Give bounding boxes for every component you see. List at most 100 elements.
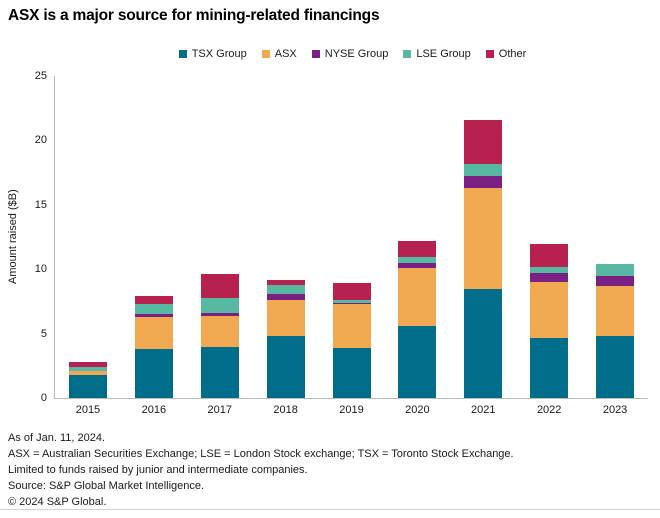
legend-item-asx: ASX	[261, 48, 297, 60]
stacked-bar-2015	[68, 361, 107, 398]
bar-segment-2023-nyse-group	[596, 275, 635, 287]
legend-item-lse-group: LSE Group	[403, 48, 471, 60]
bar-slot	[384, 76, 450, 398]
bar-slot	[253, 76, 319, 398]
bar-segment-2015-lse-group	[68, 367, 107, 371]
y-axis-line	[54, 76, 55, 399]
footnote-abbreviations: ASX = Australian Securities Exchange; LS…	[8, 448, 514, 460]
x-tick-label-2019: 2019	[339, 404, 364, 416]
bar-segment-2017-other	[200, 274, 239, 298]
stacked-bar-2023	[596, 264, 635, 398]
bar-slot	[55, 76, 121, 398]
bar-segment-2020-other	[398, 241, 437, 257]
stacked-bar-2016	[134, 296, 173, 398]
y-axis-ticks: 0 5 10 15 20 25	[0, 70, 47, 404]
bar-segment-2023-asx	[596, 286, 635, 337]
bar-slot	[121, 76, 187, 398]
x-tick-label-2018: 2018	[273, 404, 298, 416]
bar-segment-2020-tsx-group	[398, 325, 437, 398]
bar-segment-2015-tsx-group	[68, 374, 107, 398]
bar-segment-2020-asx	[398, 267, 437, 326]
bar-segment-2022-lse-group	[530, 266, 569, 274]
bar-segment-2019-lse-group	[332, 300, 371, 303]
stacked-bar-2018	[266, 279, 305, 398]
legend-swatch-icon	[485, 50, 494, 58]
bar-slot	[319, 76, 385, 398]
bar-segment-2017-nyse-group	[200, 313, 239, 316]
bar-slot	[187, 76, 253, 398]
bar-slot	[450, 76, 516, 398]
bar-segment-2016-asx	[134, 316, 173, 350]
y-tick-label: 15	[34, 198, 47, 211]
chart-title: ASX is a major source for mining-related…	[8, 7, 380, 24]
legend-swatch-icon	[403, 50, 412, 58]
legend-swatch-icon	[178, 50, 187, 58]
bar-segment-2020-nyse-group	[398, 262, 437, 268]
bar-segment-2022-nyse-group	[530, 273, 569, 283]
bar-segment-2021-lse-group	[464, 163, 503, 177]
y-tick-label: 20	[34, 134, 47, 147]
legend-swatch-icon	[261, 50, 270, 58]
bar-segment-2022-asx	[530, 282, 569, 338]
footnote-as-of-date: As of Jan. 11, 2024.	[8, 432, 106, 444]
bar-segment-2017-asx	[200, 315, 239, 347]
x-tick-label-2022: 2022	[536, 404, 562, 416]
y-tick-label: 25	[34, 70, 47, 82]
y-tick-label: 10	[34, 263, 47, 276]
bar-segment-2021-nyse-group	[464, 176, 503, 188]
bar-segment-2019-tsx-group	[332, 348, 371, 398]
x-tick-label-2020: 2020	[405, 404, 430, 416]
bar-segment-2018-other	[266, 279, 305, 286]
x-tick-label-2017: 2017	[207, 404, 232, 416]
bottom-divider	[0, 509, 660, 510]
bar-segment-2022-tsx-group	[530, 337, 569, 398]
stacked-bar-2021	[464, 119, 503, 398]
bar-segment-2018-asx	[266, 300, 305, 337]
bars	[55, 76, 648, 398]
bar-segment-2021-asx	[464, 188, 503, 289]
y-tick-label: 0	[40, 392, 47, 404]
bar-segment-2019-asx	[332, 304, 371, 349]
bar-segment-2018-nyse-group	[266, 293, 305, 301]
stacked-bar-2017	[200, 274, 239, 398]
stacked-bar-2020	[398, 241, 437, 398]
bar-segment-2016-nyse-group	[134, 314, 173, 317]
legend-swatch-icon	[311, 50, 320, 58]
bar-slot	[516, 76, 582, 398]
x-axis-line	[54, 398, 648, 399]
bar-segment-2021-other	[464, 119, 503, 164]
bar-segment-2015-asx	[68, 370, 107, 375]
stacked-bar-2022	[530, 243, 569, 398]
legend-label: LSE Group	[416, 48, 471, 60]
bar-segment-2016-other	[134, 296, 173, 305]
bar-segment-2019-other	[332, 283, 371, 301]
bar-segment-2017-lse-group	[200, 297, 239, 314]
x-tick-label-2023: 2023	[602, 404, 628, 416]
footnote-source: Source: S&P Global Market Intelligence.	[8, 480, 205, 492]
footnotes: As of Jan. 11, 2024. ASX = Australian Se…	[8, 430, 514, 510]
bar-segment-2016-tsx-group	[134, 349, 173, 398]
bar-slot	[582, 76, 648, 398]
footnote-scope: Limited to funds raised by junior and in…	[8, 464, 308, 476]
legend-label: ASX	[274, 48, 297, 60]
x-tick-label-2016: 2016	[141, 404, 167, 416]
legend-item-nyse-group: NYSE Group	[311, 48, 388, 60]
bar-segment-2021-tsx-group	[464, 288, 503, 398]
x-axis-labels: 2015 2016 2017 2018 2019 2020 2021 2022 2023	[55, 404, 648, 416]
bar-segment-2018-lse-group	[266, 285, 305, 294]
bar-segment-2023-tsx-group	[596, 336, 635, 398]
legend-label: TSX Group	[191, 48, 247, 60]
legend-item-other: Other	[485, 48, 527, 60]
bar-segment-2018-tsx-group	[266, 336, 305, 398]
bar-segment-2017-tsx-group	[200, 346, 239, 398]
bar-segment-2022-other	[530, 243, 569, 267]
stacked-bar-2019	[332, 283, 371, 398]
bar-segment-2019-nyse-group	[332, 302, 371, 305]
footnote-copyright: © 2024 S&P Global.	[8, 496, 107, 508]
legend-label: Other	[498, 48, 527, 60]
bar-segment-2023-lse-group	[596, 264, 635, 276]
x-tick-label-2021: 2021	[471, 404, 496, 416]
legend-item-tsx-group: TSX Group	[178, 48, 247, 60]
bar-segment-2016-lse-group	[134, 304, 173, 315]
